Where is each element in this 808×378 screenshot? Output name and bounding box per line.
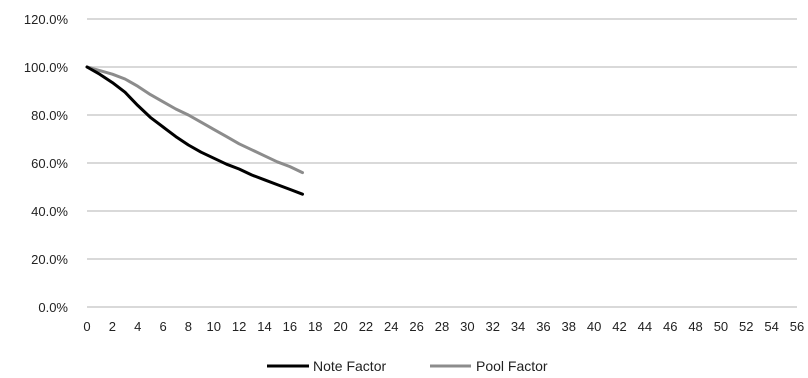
y-tick-label: 20.0% [31, 252, 68, 267]
y-tick-label: 40.0% [31, 204, 68, 219]
x-tick-label: 4 [134, 319, 141, 334]
series-line-pool-factor [85, 65, 304, 175]
x-tick-label: 52 [739, 319, 753, 334]
y-tick-label: 0.0% [38, 300, 68, 315]
x-tick-label: 42 [612, 319, 626, 334]
x-tick-label: 34 [511, 319, 525, 334]
x-tick-label: 12 [232, 319, 246, 334]
x-tick-label: 2 [109, 319, 116, 334]
x-tick-label: 38 [562, 319, 576, 334]
x-tick-label: 6 [159, 319, 166, 334]
legend: Note Factor Pool Factor [267, 358, 548, 374]
x-tick-label: 56 [790, 319, 804, 334]
x-tick-label: 8 [185, 319, 192, 334]
x-tick-label: 22 [359, 319, 373, 334]
x-tick-label: 46 [663, 319, 677, 334]
series-lines [85, 65, 304, 196]
x-tick-label: 32 [485, 319, 499, 334]
x-tick-label: 14 [257, 319, 271, 334]
legend-label-pool-factor: Pool Factor [476, 358, 548, 374]
x-tick-label: 36 [536, 319, 550, 334]
y-tick-label: 120.0% [24, 12, 69, 27]
x-tick-label: 50 [714, 319, 728, 334]
y-tick-label: 60.0% [31, 156, 68, 171]
y-tick-label: 80.0% [31, 108, 68, 123]
legend-label-note-factor: Note Factor [313, 358, 386, 374]
x-tick-label: 30 [460, 319, 474, 334]
x-tick-label: 44 [638, 319, 652, 334]
gridlines [87, 18, 797, 308]
x-tick-label: 0 [83, 319, 90, 334]
series-line-note-factor [85, 65, 304, 196]
x-axis-ticks: 0 2 4 6 8 10 12 14 16 18 20 22 24 26 28 30 32 34 36 38 40 42 4… [83, 319, 804, 334]
x-tick-label: 10 [207, 319, 221, 334]
y-tick-label: 100.0% [24, 60, 69, 75]
y-axis-ticks: 0.0% 20.0% 40.0% 60.0% 80.0% 100.0% 120.0% [24, 12, 69, 315]
x-tick-label: 54 [764, 319, 778, 334]
x-tick-label: 48 [688, 319, 702, 334]
x-tick-label: 24 [384, 319, 398, 334]
x-tick-label: 28 [435, 319, 449, 334]
x-tick-label: 20 [333, 319, 347, 334]
x-tick-label: 18 [308, 319, 322, 334]
x-tick-label: 40 [587, 319, 601, 334]
x-tick-label: 26 [409, 319, 423, 334]
x-tick-label: 16 [283, 319, 297, 334]
